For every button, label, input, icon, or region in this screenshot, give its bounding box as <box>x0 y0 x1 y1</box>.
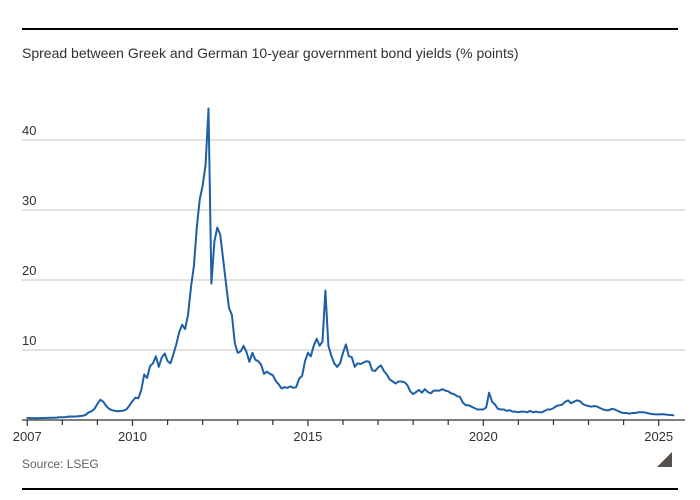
y-tick-label: 40 <box>22 123 36 138</box>
x-tick-label: 2007 <box>13 429 42 444</box>
bond-spread-line-chart: 10 20 30 40 2007 2010 2015 2020 2025 <box>13 107 685 444</box>
x-tick-label: 2015 <box>293 429 322 444</box>
x-tick-label: 2025 <box>644 429 673 444</box>
y-tick-label: 20 <box>22 263 36 278</box>
source-note: Source: LSEG <box>22 457 99 471</box>
series-line <box>26 107 675 420</box>
chart-title: Spread between Greek and German 10-year … <box>22 45 519 61</box>
bottom-rule <box>22 488 678 490</box>
corner-triangle-icon <box>657 452 672 467</box>
x-tick-label: 2010 <box>118 429 147 444</box>
y-tick-label: 10 <box>22 333 36 348</box>
x-tick-label: 2020 <box>469 429 498 444</box>
y-tick-label: 30 <box>22 193 36 208</box>
top-rule <box>22 28 678 30</box>
